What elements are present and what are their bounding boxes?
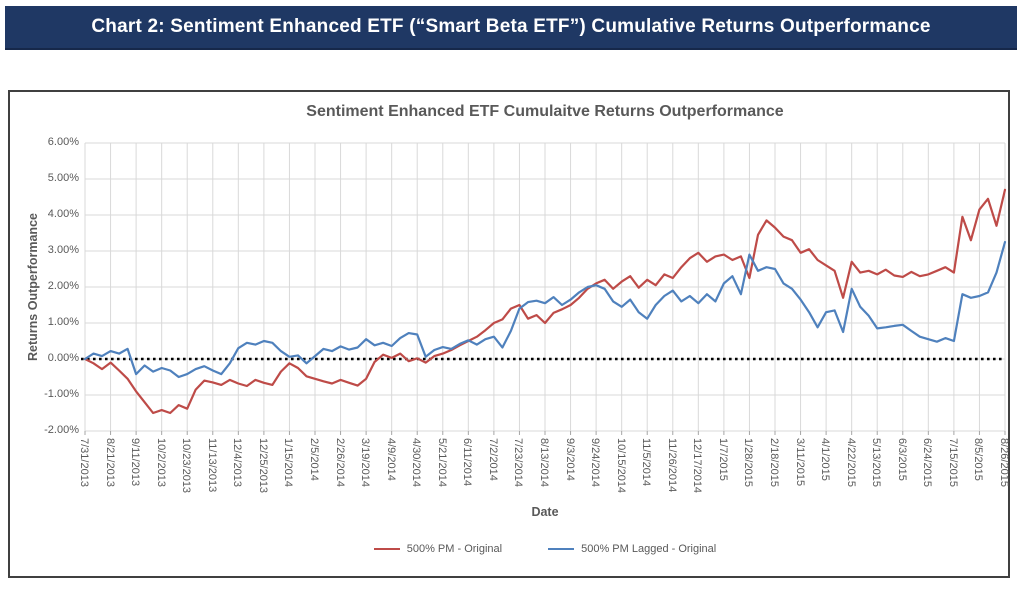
legend-line-swatch bbox=[548, 548, 575, 550]
x-tick-label: 1/28/2015 bbox=[742, 438, 755, 487]
x-tick-label: 7/31/2013 bbox=[78, 438, 90, 487]
y-tick-label: 0.00% bbox=[47, 352, 79, 364]
legend-label: 500% PM Lagged - Original bbox=[581, 543, 717, 555]
x-tick-label: 3/19/2014 bbox=[359, 438, 372, 487]
x-tick-label: 6/11/2014 bbox=[461, 438, 474, 487]
x-tick-label: 4/9/2014 bbox=[384, 438, 397, 481]
x-tick-label: 11/5/2014 bbox=[640, 438, 653, 487]
x-tick-label: 7/23/2014 bbox=[512, 438, 525, 487]
x-tick-label: 1/7/2015 bbox=[716, 438, 729, 481]
x-tick-label: 4/22/2015 bbox=[844, 438, 857, 487]
chart-banner: Chart 2: Sentiment Enhanced ETF (“Smart … bbox=[5, 6, 1017, 50]
x-tick-label: 8/21/2013 bbox=[103, 438, 116, 487]
x-tick-label: 2/26/2014 bbox=[333, 438, 346, 487]
x-tick-label: 2/18/2015 bbox=[768, 438, 780, 487]
legend-line-swatch bbox=[373, 548, 400, 550]
legend-entry: 500% PM Lagged - Original bbox=[548, 543, 716, 555]
x-axis-title: Date bbox=[531, 505, 559, 519]
x-tick-label: 12/25/2013 bbox=[256, 438, 269, 494]
y-tick-label: 5.00% bbox=[47, 172, 79, 184]
v-gridlines bbox=[84, 143, 1006, 435]
x-tick-label: 11/26/2014 bbox=[665, 438, 678, 493]
x-tick-label: 2/5/2014 bbox=[308, 438, 320, 481]
x-tick-label: 1/15/2014 bbox=[282, 438, 295, 487]
series-line-1 bbox=[83, 240, 1007, 379]
x-tick-label: 10/23/2013 bbox=[180, 438, 193, 494]
x-tick-label: 8/13/2014 bbox=[538, 438, 550, 487]
x-tick-label: 4/1/2015 bbox=[819, 438, 832, 481]
legend: 500% PM - Original 500% PM Lagged - Origi… bbox=[85, 543, 1005, 555]
x-tick-label: 5/13/2015 bbox=[870, 438, 883, 487]
chart-title: Sentiment Enhanced ETF Cumulaitve Return… bbox=[306, 103, 784, 120]
x-tick-label: 9/3/2014 bbox=[563, 438, 576, 481]
x-tick-label: 7/2/2014 bbox=[486, 438, 499, 481]
y-tick-label: -1.00% bbox=[44, 388, 79, 400]
series-line-0 bbox=[83, 188, 1007, 415]
y-tick-label: 6.00% bbox=[47, 136, 79, 148]
x-tick-label: 4/30/2014 bbox=[410, 438, 423, 487]
x-tick-label: 9/11/2013 bbox=[129, 438, 142, 487]
x-tick-label: 12/4/2013 bbox=[231, 438, 244, 487]
x-tick-label: 5/21/2014 bbox=[435, 438, 448, 487]
x-tick-label: 3/11/2015 bbox=[793, 438, 806, 487]
x-tick-label: 7/15/2015 bbox=[946, 438, 959, 487]
x-tick-label: 9/24/2014 bbox=[589, 438, 602, 487]
y-tick-label: 3.00% bbox=[47, 244, 79, 256]
x-tick-label: 6/3/2015 bbox=[895, 438, 908, 481]
x-tick-label: 11/13/2013 bbox=[205, 438, 218, 493]
y-tick-label: -2.00% bbox=[44, 424, 79, 436]
x-tick-label: 12/17/2014 bbox=[691, 438, 704, 494]
banner-title: Chart 2: Sentiment Enhanced ETF (“Smart … bbox=[91, 16, 931, 37]
y-tick-label: 2.00% bbox=[47, 280, 79, 292]
x-tick-label: 10/15/2014 bbox=[614, 438, 627, 494]
y-tick-label: 1.00% bbox=[47, 316, 79, 328]
x-tick-label: 6/24/2015 bbox=[921, 438, 934, 487]
x-tick-label: 8/26/2015 bbox=[998, 438, 1010, 487]
legend-label: 500% PM - Original bbox=[406, 543, 503, 555]
legend-entry: 500% PM - Original bbox=[373, 543, 503, 555]
x-tick-label: 10/2/2013 bbox=[154, 438, 167, 487]
x-tick-label: 8/5/2015 bbox=[972, 438, 985, 481]
y-tick-label: 4.00% bbox=[47, 208, 79, 220]
